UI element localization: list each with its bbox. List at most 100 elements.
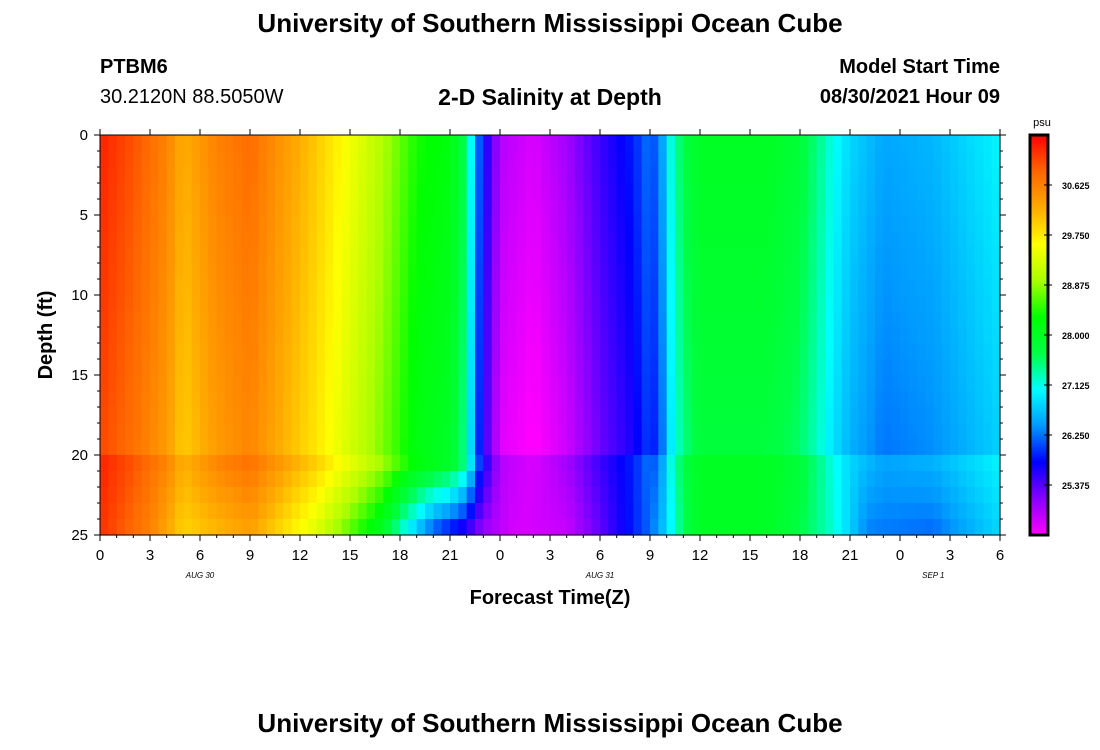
heatmap-cell — [366, 199, 376, 216]
heatmap-cell — [575, 327, 584, 344]
heatmap-cell — [475, 471, 484, 488]
heatmap-cell — [883, 263, 893, 280]
heatmap-cell — [191, 199, 201, 216]
heatmap-cell — [533, 231, 543, 248]
heatmap-cell — [125, 183, 134, 200]
heatmap-cell — [358, 455, 368, 472]
heatmap-cell — [100, 263, 109, 280]
heatmap-cell — [600, 487, 609, 504]
heatmap-cell — [225, 215, 234, 232]
heatmap-cell — [783, 455, 793, 472]
heatmap-cell — [758, 439, 768, 456]
heatmap-cell — [358, 439, 368, 456]
heatmap-cell — [241, 407, 251, 424]
heatmap-cell — [866, 471, 876, 488]
heatmap-cell — [491, 391, 501, 408]
heatmap-cell — [525, 503, 534, 520]
heatmap-cell — [358, 167, 368, 184]
heatmap-cell — [475, 423, 484, 440]
heatmap-cell — [891, 423, 901, 440]
heatmap-cell — [383, 375, 393, 392]
heatmap-cell — [450, 359, 459, 376]
heatmap-cell — [283, 327, 293, 344]
heatmap-cell — [808, 247, 818, 264]
heatmap-cell — [750, 295, 759, 312]
heatmap-cell — [591, 231, 601, 248]
heatmap-cell — [516, 199, 526, 216]
heatmap-cell — [966, 375, 976, 392]
heatmap-cell — [875, 375, 884, 392]
heatmap-cell — [525, 311, 534, 328]
heatmap-cell — [166, 135, 176, 152]
heatmap-cell — [441, 375, 451, 392]
heatmap-cell — [891, 391, 901, 408]
heatmap-cell — [616, 231, 626, 248]
heatmap-cell — [116, 183, 126, 200]
heatmap-cell — [358, 215, 368, 232]
heatmap-cell — [175, 343, 184, 360]
heatmap-cell — [233, 151, 243, 168]
heatmap-cell — [975, 311, 984, 328]
heatmap-cell — [575, 215, 584, 232]
heatmap-cell — [641, 215, 651, 232]
heatmap-cell — [800, 295, 809, 312]
heatmap-cell — [833, 407, 843, 424]
heatmap-cell — [541, 439, 551, 456]
heatmap-cell — [825, 407, 834, 424]
heatmap-cell — [266, 503, 276, 520]
heatmap-cell — [216, 407, 226, 424]
heatmap-cell — [500, 247, 509, 264]
heatmap-cell — [283, 503, 293, 520]
heatmap-cell — [583, 471, 593, 488]
heatmap-cell — [483, 279, 493, 296]
heatmap-cell — [950, 311, 959, 328]
heatmap-cell — [875, 327, 884, 344]
heatmap-cell — [883, 455, 893, 472]
heatmap-cell — [658, 151, 668, 168]
heatmap-cell — [533, 391, 543, 408]
heatmap-cell — [925, 247, 934, 264]
heatmap-cell — [250, 295, 259, 312]
heatmap-cell — [133, 295, 143, 312]
heatmap-cell — [808, 391, 818, 408]
heatmap-cell — [516, 391, 526, 408]
heatmap-cell — [983, 439, 993, 456]
heatmap-cell — [208, 455, 218, 472]
heatmap-cell — [175, 183, 184, 200]
heatmap-cell — [333, 327, 343, 344]
heatmap-cell — [283, 199, 293, 216]
heatmap-cell — [675, 263, 684, 280]
heatmap-cell — [291, 247, 301, 264]
heatmap-cell — [483, 151, 493, 168]
heatmap-cell — [341, 263, 351, 280]
heatmap-cell — [625, 439, 634, 456]
heatmap-cell — [966, 423, 976, 440]
heatmap-cell — [700, 279, 709, 296]
heatmap-cell — [216, 343, 226, 360]
heatmap-cell — [208, 471, 218, 488]
heatmap-cell — [441, 215, 451, 232]
heatmap-cell — [375, 199, 384, 216]
heatmap-cell — [716, 327, 726, 344]
heatmap-cell — [325, 183, 334, 200]
heatmap-cell — [583, 263, 593, 280]
heatmap-cell — [991, 359, 1001, 376]
heatmap-cell — [683, 423, 693, 440]
heatmap-cell — [516, 167, 526, 184]
heatmap-cell — [650, 279, 659, 296]
heatmap-cell — [225, 503, 234, 520]
heatmap-cell — [625, 503, 634, 520]
heatmap-cell — [216, 151, 226, 168]
heatmap-cell — [975, 135, 984, 152]
heatmap-cell — [291, 439, 301, 456]
heatmap-cell — [408, 231, 418, 248]
heatmap-cell — [333, 167, 343, 184]
heatmap-cell — [933, 519, 943, 536]
heatmap-cell — [108, 311, 118, 328]
heatmap-cell — [958, 327, 968, 344]
heatmap-cell — [741, 279, 751, 296]
heatmap-cell — [700, 375, 709, 392]
heatmap-cell — [675, 407, 684, 424]
heatmap-cell — [941, 295, 951, 312]
heatmap-cell — [733, 199, 743, 216]
